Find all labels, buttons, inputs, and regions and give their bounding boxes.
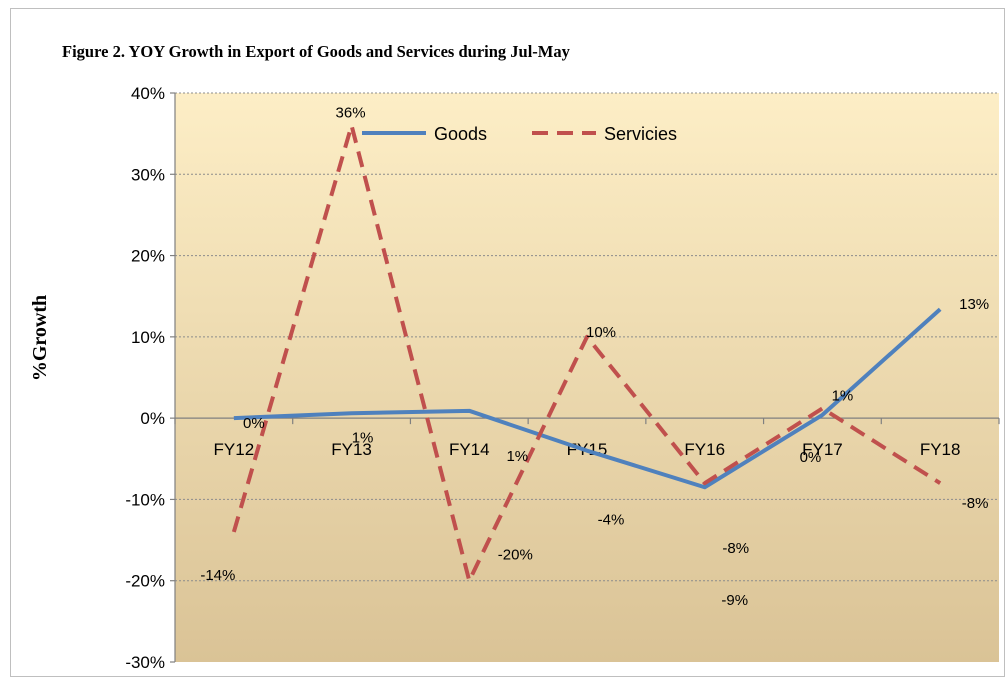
y-tick-label: 20% [131, 247, 165, 266]
x-tick-label: FY14 [449, 440, 490, 459]
series-line-goods [233, 307, 942, 490]
series-lines [231, 123, 942, 583]
y-tick-label: 30% [131, 165, 165, 184]
data-label: 1% [832, 387, 854, 404]
data-label: 0% [800, 449, 822, 466]
data-label: -8% [722, 540, 749, 557]
x-tick-label: FY18 [920, 440, 961, 459]
y-tick-label: 40% [131, 84, 165, 103]
data-label: -4% [598, 512, 625, 529]
data-label: -20% [498, 547, 533, 564]
x-tick-label: FY12 [214, 440, 255, 459]
series-line-servicies [231, 123, 942, 583]
x-tick-label: FY17 [802, 440, 843, 459]
chart-title: Figure 2. YOY Growth in Export of Goods … [62, 42, 571, 61]
data-label: 36% [336, 105, 366, 122]
data-label: 13% [959, 296, 989, 313]
legend: Goods Servicies [362, 124, 677, 144]
x-tick-label: FY16 [684, 440, 725, 459]
y-tick-label: -20% [125, 572, 165, 591]
y-tick-labels: 40% 30% 20% 10% 0% -10% -20% -30% [125, 84, 165, 672]
data-label: 10% [586, 324, 616, 341]
plot-area [175, 93, 999, 662]
data-label: 1% [352, 429, 374, 446]
legend-label: Goods [434, 124, 487, 144]
data-label: -8% [962, 495, 989, 512]
y-axis-label: %Growth [29, 295, 51, 381]
data-label: 0% [243, 415, 265, 432]
data-label: -9% [721, 592, 748, 609]
y-tick-label: 0% [140, 409, 165, 428]
axes [170, 92, 1000, 663]
y-tick-label: -10% [125, 490, 165, 509]
data-labels: 0% 1% 1% -4% -9% 0% 13% -14% 36% -20% 10% -8% 1% -8% [200, 105, 989, 610]
data-label: 1% [506, 448, 528, 465]
legend-label: Servicies [604, 124, 677, 144]
y-tick-label: 10% [131, 328, 165, 347]
data-label: -14% [200, 567, 235, 584]
y-tick-label: -30% [125, 653, 165, 672]
x-tick-label: FY13 [331, 440, 372, 459]
